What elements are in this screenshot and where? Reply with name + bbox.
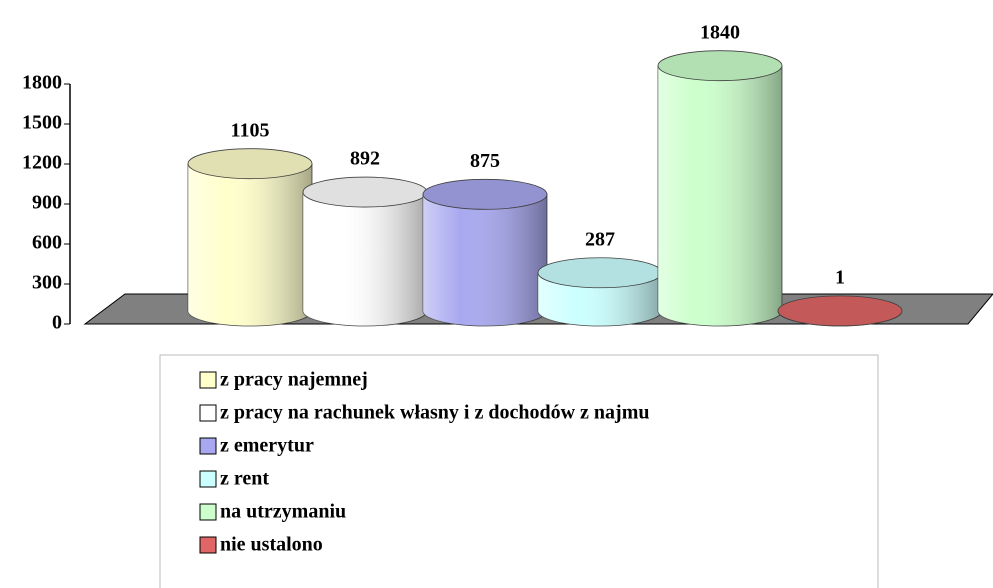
cylinder-top-shade: [538, 257, 662, 288]
cylinder-top-shade: [188, 148, 312, 179]
cylinder-top: [422, 178, 548, 210]
cylinder-top: [657, 50, 783, 82]
y-tick-label: 1800: [22, 72, 62, 94]
cylinder-top: [777, 295, 903, 327]
y-tick-label: 600: [32, 232, 62, 254]
y-tick-label: 1500: [22, 112, 62, 134]
legend-label: z pracy na rachunek własny i z dochodów …: [220, 402, 649, 424]
legend-label: nie ustalono: [220, 534, 323, 556]
cylinder-shade: [303, 192, 427, 326]
value-label: 1: [835, 266, 845, 288]
legend-label: z pracy najemnej: [220, 369, 368, 391]
y-tick-label: 900: [32, 192, 62, 214]
legend-label: na utrzymaniu: [220, 501, 346, 523]
cylinder-shade: [658, 65, 782, 327]
cylinder-top: [187, 148, 313, 180]
legend-label: z emerytur: [220, 435, 314, 457]
legend-label: z rent: [220, 468, 269, 490]
legend-swatch: [199, 536, 217, 554]
legend-swatch: [199, 404, 217, 422]
legend-swatch: [199, 470, 217, 488]
y-tick-label: 300: [32, 272, 62, 294]
value-label: 892: [350, 148, 380, 170]
legend: [159, 354, 879, 588]
cylinder-top-shade: [658, 50, 782, 81]
legend-swatch: [199, 371, 217, 389]
cylinder-shade: [423, 194, 547, 326]
value-label: 1105: [231, 119, 270, 141]
y-tick-label: 0: [52, 312, 62, 334]
y-tick-label: 1200: [22, 152, 62, 174]
cylinder-shade: [188, 163, 312, 326]
cylinder-top-shade: [423, 179, 547, 210]
cylinder-top-shade: [778, 295, 902, 326]
cylinder-top-shade: [303, 177, 427, 208]
legend-swatch: [199, 437, 217, 455]
value-label: 875: [470, 150, 500, 172]
value-label: 1840: [700, 21, 740, 43]
legend-swatch: [199, 503, 217, 521]
value-label: 287: [585, 228, 615, 250]
